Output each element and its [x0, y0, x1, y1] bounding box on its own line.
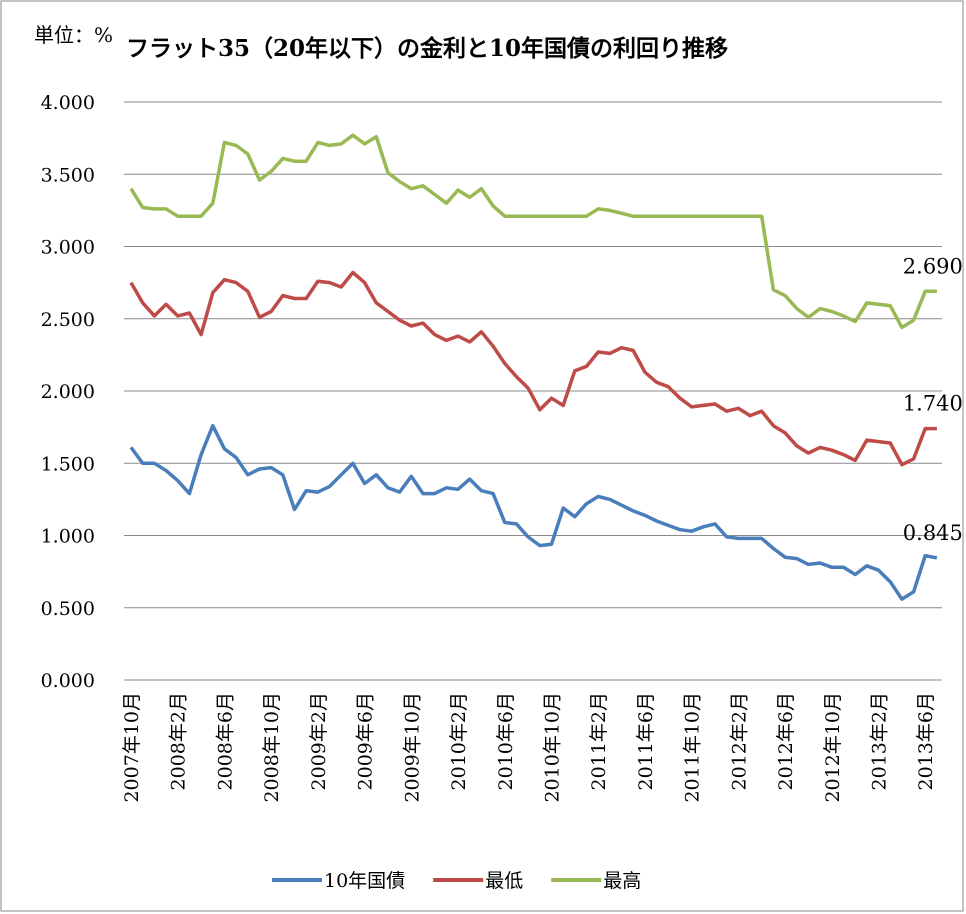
legend-label: 最低 — [485, 870, 523, 892]
x-tick-label: 2011年2月 — [588, 692, 610, 790]
x-tick-label: 2008年6月 — [214, 692, 236, 790]
x-tick-label: 2012年10月 — [822, 692, 844, 803]
x-tick-label: 2008年2月 — [168, 692, 190, 790]
data-label: 1.740 — [903, 392, 963, 416]
x-tick-label: 2009年6月 — [355, 692, 377, 790]
y-tick-label: 4.000 — [41, 92, 95, 114]
y-tick-label: 1.000 — [41, 526, 95, 548]
x-tick-label: 2013年2月 — [869, 692, 891, 790]
y-tick-label: 2.000 — [41, 381, 95, 403]
series-line — [129, 270, 937, 467]
legend-label: 最高 — [603, 870, 641, 892]
chart-title: フラット35（20年以下）の金利と10年国債の利回り推移 — [126, 35, 728, 62]
x-tick-label: 2012年6月 — [775, 692, 797, 790]
x-tick-label: 2008年10月 — [261, 692, 283, 803]
x-tick-label: 2010年6月 — [495, 692, 517, 790]
unit-label: 単位：% — [34, 23, 113, 47]
x-tick-label: 2011年6月 — [635, 692, 657, 790]
series-line — [129, 423, 938, 601]
x-tick-label: 2011年10月 — [682, 692, 704, 803]
data-label: 0.845 — [903, 521, 963, 545]
x-tick-label: 2010年10月 — [541, 692, 563, 803]
y-tick-label: 3.500 — [41, 164, 95, 186]
x-tick-label: 2013年6月 — [915, 692, 937, 790]
x-tick-label: 2010年2月 — [448, 692, 470, 790]
y-tick-label: 3.000 — [41, 237, 95, 259]
y-tick-label: 0.500 — [41, 598, 95, 620]
data-label: 2.690 — [903, 254, 963, 278]
y-tick-label: 0.000 — [41, 670, 95, 692]
x-tick-label: 2009年10月 — [401, 692, 423, 803]
legend-label: 10年国債 — [324, 870, 405, 892]
x-tick-label: 2009年2月 — [308, 692, 330, 790]
y-tick-label: 1.500 — [41, 453, 95, 475]
x-tick-label: 2007年10月 — [121, 692, 143, 803]
y-tick-label: 2.500 — [41, 309, 95, 331]
series-line — [129, 133, 937, 330]
x-tick-label: 2012年2月 — [728, 692, 750, 790]
